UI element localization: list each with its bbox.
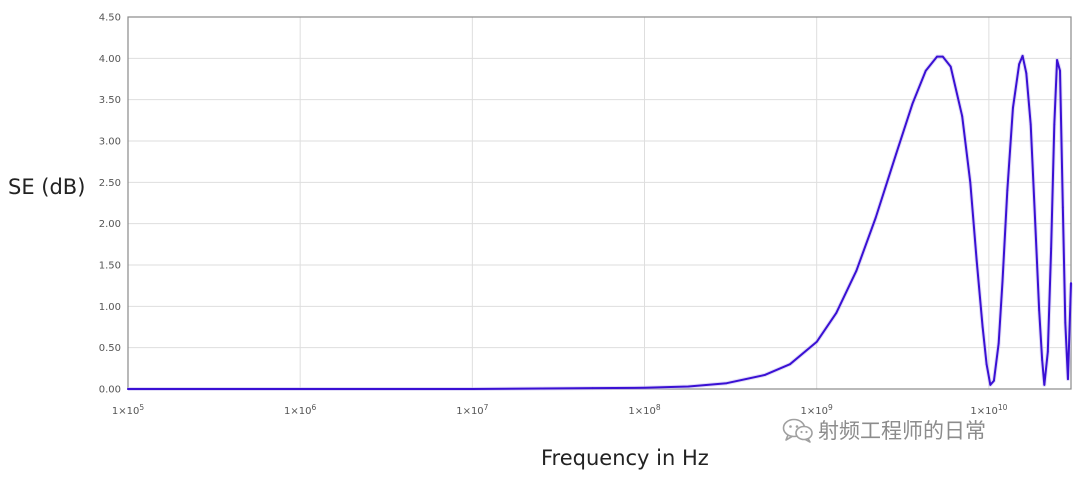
x-axis-title: Frequency in Hz	[541, 446, 709, 470]
data-point	[985, 363, 988, 366]
data-point	[949, 65, 952, 68]
data-point	[1050, 247, 1053, 250]
x-tick-label: 1×109	[801, 403, 833, 417]
x-tick-label: 1×107	[456, 403, 488, 417]
data-point	[855, 269, 858, 272]
data-point	[1041, 359, 1044, 361]
data-point	[1053, 123, 1056, 126]
y-tick-label: 2.50	[99, 178, 121, 189]
y-tick-label: 4.00	[99, 54, 121, 65]
data-point	[789, 363, 791, 366]
y-tick-label: 1.00	[99, 302, 121, 313]
x-tick-label: 1×106	[284, 403, 316, 417]
data-point	[1029, 123, 1032, 126]
data-point	[1018, 63, 1021, 66]
data-point	[1025, 72, 1028, 75]
y-tick-label: 3.50	[99, 95, 121, 106]
data-point	[591, 387, 594, 390]
wechat-icon	[782, 418, 813, 443]
data-point	[969, 181, 972, 184]
series-line-halo	[128, 53, 1073, 391]
data-point	[874, 216, 877, 219]
data-point	[1061, 206, 1064, 209]
watermark-text: 射频工程师的日常	[818, 419, 986, 443]
y-axis-title: SE (dB)	[8, 175, 85, 199]
x-tick-label: 1×108	[628, 403, 660, 417]
data-point	[1059, 69, 1061, 72]
data-point	[911, 102, 914, 105]
data-point	[895, 152, 898, 155]
series-points	[127, 54, 1072, 390]
data-point	[1038, 309, 1041, 312]
y-tick-label: 4.50	[99, 13, 121, 24]
data-point	[1070, 282, 1072, 285]
x-tick-label: 1×1010	[970, 403, 1007, 417]
data-point	[997, 342, 1000, 345]
data-point	[1021, 54, 1024, 57]
data-point	[815, 340, 818, 343]
data-point	[1034, 222, 1037, 225]
data-point	[975, 259, 978, 262]
data-point	[941, 55, 944, 58]
series-line	[127, 54, 1072, 390]
y-tick-label: 0.50	[99, 343, 121, 354]
data-point	[835, 312, 838, 314]
data-point	[936, 55, 938, 58]
x-tick-label: 1×105	[112, 403, 144, 417]
y-tick-label: 3.00	[99, 137, 121, 148]
x-tick-labels: 1×105 1×106 1×107 1×108 1×109 1×1010	[112, 403, 1008, 417]
data-point	[1006, 189, 1009, 192]
y-tick-labels: 0.00 0.50 1.00 1.50 2.00 2.50 3.00 3.50 4.00 4.50	[99, 13, 121, 396]
data-point	[1046, 350, 1049, 353]
data-point	[687, 385, 690, 388]
data-point	[127, 388, 129, 390]
y-tick-label: 1.50	[99, 261, 121, 272]
grid-lines	[128, 16, 1071, 389]
plot-frame	[127, 16, 1072, 390]
data-point	[961, 115, 964, 118]
data-point	[643, 386, 646, 389]
data-point	[1064, 321, 1067, 324]
data-point	[1001, 280, 1004, 283]
data-point	[924, 69, 927, 72]
y-tick-label: 0.00	[99, 385, 121, 396]
data-point	[1067, 378, 1069, 380]
data-point	[989, 383, 992, 386]
data-point	[1056, 59, 1058, 61]
data-point	[763, 374, 766, 376]
data-point	[1043, 383, 1046, 386]
data-point	[471, 388, 474, 390]
data-point	[1012, 107, 1014, 109]
data-point	[993, 379, 995, 382]
watermark: 射频工程师的日常	[782, 415, 986, 445]
y-tick-label: 2.00	[99, 219, 121, 230]
data-point	[725, 382, 728, 385]
data-point	[981, 326, 984, 328]
